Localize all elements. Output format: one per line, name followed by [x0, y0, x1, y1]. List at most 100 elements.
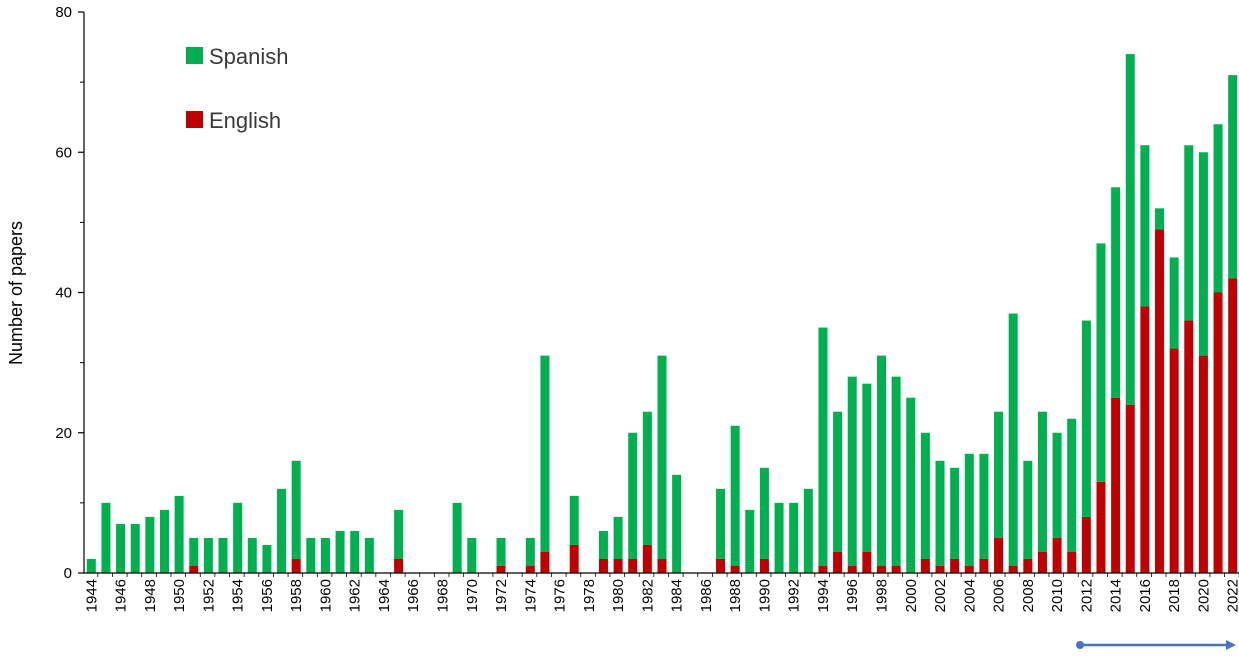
- bar-spanish-1982: [642, 411, 652, 545]
- bar-english-2002: [935, 565, 945, 573]
- bar-spanish-1988: [730, 425, 740, 566]
- bar-english-2003: [950, 558, 960, 573]
- x-tick-label-1954: 1954: [230, 579, 247, 612]
- bar-spanish-2004: [964, 453, 974, 566]
- bar-spanish-1998: [876, 355, 886, 566]
- bar-english-2019: [1184, 320, 1194, 573]
- bar-english-1998: [876, 565, 886, 573]
- bar-spanish-2019: [1184, 145, 1194, 321]
- x-tick-label-1992: 1992: [786, 579, 803, 612]
- x-tick-label-2016: 2016: [1137, 579, 1154, 612]
- legend-label-english: English: [209, 108, 281, 133]
- x-tick-label-1982: 1982: [639, 579, 656, 612]
- bar-english-2016: [1140, 306, 1150, 573]
- x-tick-label-1966: 1966: [405, 579, 422, 612]
- x-tick-label-1952: 1952: [200, 579, 217, 612]
- bar-spanish-1945: [101, 502, 111, 573]
- bar-spanish-1969: [452, 502, 462, 573]
- bar-english-2005: [979, 558, 989, 573]
- bar-spanish-1944: [86, 558, 96, 573]
- x-tick-label-1980: 1980: [610, 579, 627, 612]
- x-tick-label-1986: 1986: [698, 579, 715, 612]
- bar-spanish-1947: [130, 523, 140, 573]
- x-tick-label-1956: 1956: [259, 579, 276, 612]
- legend-swatch-spanish: [186, 47, 203, 64]
- legend-swatch-english: [186, 111, 203, 128]
- x-tick-label-2014: 2014: [1108, 579, 1125, 612]
- bar-spanish-2011: [1067, 418, 1077, 552]
- bar-spanish-2006: [994, 411, 1004, 538]
- bar-english-1977: [569, 544, 579, 573]
- x-tick-label-1944: 1944: [83, 579, 100, 612]
- bar-spanish-1952: [203, 537, 213, 573]
- bar-english-2015: [1125, 404, 1135, 573]
- bar-english-1980: [613, 558, 623, 573]
- x-tick-label-1950: 1950: [171, 579, 188, 612]
- bar-spanish-1992: [789, 502, 799, 573]
- x-tick-label-2012: 2012: [1078, 579, 1095, 612]
- arrow-head: [1226, 640, 1236, 650]
- bar-spanish-2003: [950, 467, 960, 559]
- bar-spanish-1997: [862, 383, 872, 552]
- bar-english-2008: [1023, 558, 1033, 573]
- y-tick-label-0: 0: [64, 565, 72, 582]
- bar-english-1999: [891, 565, 901, 573]
- axes-group: [78, 11, 1239, 577]
- bar-english-2006: [994, 537, 1004, 573]
- bar-spanish-1954: [233, 502, 243, 573]
- x-tick-label-2022: 2022: [1225, 579, 1239, 612]
- x-tick-label-1970: 1970: [464, 579, 481, 612]
- bar-spanish-2009: [1037, 411, 1047, 552]
- x-tick-label-1978: 1978: [581, 579, 598, 612]
- x-tick-label-1962: 1962: [347, 579, 364, 612]
- bar-english-2012: [1081, 516, 1091, 573]
- x-tick-label-1946: 1946: [113, 579, 130, 612]
- x-tick-label-1988: 1988: [727, 579, 744, 612]
- bar-spanish-1995: [833, 411, 843, 552]
- bar-spanish-1953: [218, 537, 228, 573]
- bar-spanish-1994: [818, 327, 828, 566]
- bar-spanish-1946: [116, 523, 126, 573]
- x-tick-label-1964: 1964: [376, 579, 393, 612]
- bar-english-2021: [1213, 292, 1223, 573]
- x-tick-label-2008: 2008: [1020, 579, 1037, 612]
- bar-english-1975: [540, 551, 550, 573]
- bar-spanish-2005: [979, 453, 989, 559]
- y-tick-label-40: 40: [55, 285, 72, 302]
- bar-spanish-2021: [1213, 124, 1223, 293]
- bar-spanish-1956: [262, 544, 272, 573]
- bar-spanish-2015: [1125, 54, 1135, 405]
- bar-english-1974: [525, 565, 535, 573]
- bar-spanish-1987: [716, 488, 726, 559]
- bar-spanish-2001: [920, 432, 930, 559]
- x-tick-label-2010: 2010: [1049, 579, 1066, 612]
- x-tick-label-1994: 1994: [815, 579, 832, 612]
- bar-english-2013: [1096, 481, 1106, 573]
- x-tick-label-1974: 1974: [522, 579, 539, 612]
- bar-spanish-2013: [1096, 243, 1106, 482]
- bar-english-1990: [759, 558, 769, 573]
- x-tick-labels: 1944 1946 1948 1950 1952 1954 1956 1958 1960 1962…: [83, 579, 1239, 612]
- legend-label-spanish: Spanish: [209, 44, 289, 69]
- x-tick-label-1960: 1960: [317, 579, 334, 612]
- x-tick-label-1958: 1958: [288, 579, 305, 612]
- bar-english-2007: [1008, 565, 1018, 573]
- bar-spanish-2007: [1008, 313, 1018, 566]
- bar-english-1979: [598, 558, 608, 573]
- bar-english-2014: [1111, 397, 1121, 573]
- bar-spanish-1983: [657, 355, 667, 559]
- bar-english-1997: [862, 551, 872, 573]
- y-tick-label-60: 60: [55, 144, 72, 161]
- bar-english-1994: [818, 565, 828, 573]
- bar-english-2017: [1155, 229, 1165, 573]
- bar-spanish-1989: [745, 509, 755, 573]
- x-tick-label-1976: 1976: [552, 579, 569, 612]
- bar-spanish-1975: [540, 355, 550, 552]
- bar-english-1987: [716, 558, 726, 573]
- x-tick-label-2004: 2004: [961, 579, 978, 612]
- bar-spanish-1960: [320, 537, 330, 573]
- bar-english-2001: [920, 558, 930, 573]
- bar-spanish-2016: [1140, 145, 1150, 307]
- bar-english-1958: [291, 558, 301, 573]
